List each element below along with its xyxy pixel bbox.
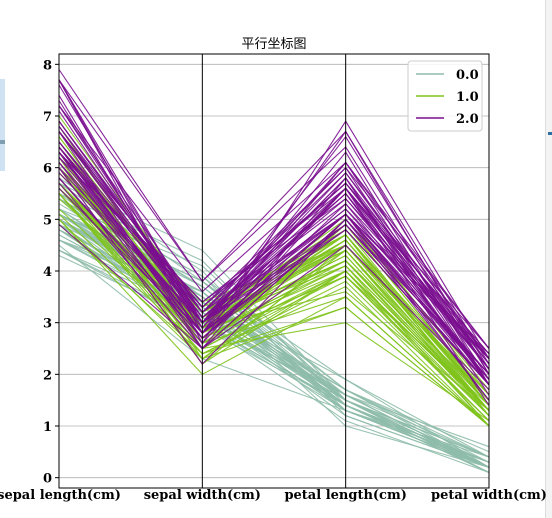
chart-title: 平行坐标图: [241, 37, 306, 52]
series-line: [59, 126, 489, 358]
y-tick-label: 2: [43, 368, 52, 383]
legend-label: 0.0: [456, 68, 479, 83]
axis-label: petal width(cm): [431, 488, 546, 503]
axis-label: petal length(cm): [284, 488, 406, 503]
y-tick-label: 7: [43, 110, 52, 125]
axis-labels: sepal length(cm) sepal width(cm) petal len…: [0, 488, 546, 503]
scrollbar-track[interactable]: [545, 0, 552, 518]
y-tick-label: 4: [43, 265, 52, 280]
y-tick-label: 6: [43, 162, 52, 177]
scrollbar-marker: [548, 132, 552, 135]
axis-label: sepal width(cm): [144, 488, 261, 503]
y-tick-label: 1: [43, 420, 52, 435]
y-tick-label: 3: [43, 317, 52, 332]
legend-label: 1.0: [456, 90, 479, 105]
y-tick-labels: 0 1 2 3 4 5 6 7 8: [43, 58, 59, 486]
legend-label: 2.0: [456, 112, 479, 127]
legend: 0.0 1.0 2.0: [408, 61, 482, 131]
axis-label: sepal length(cm): [0, 488, 121, 503]
y-tick-label: 0: [43, 472, 52, 487]
y-tick-label: 5: [43, 213, 52, 228]
y-tick-label: 8: [43, 58, 52, 73]
